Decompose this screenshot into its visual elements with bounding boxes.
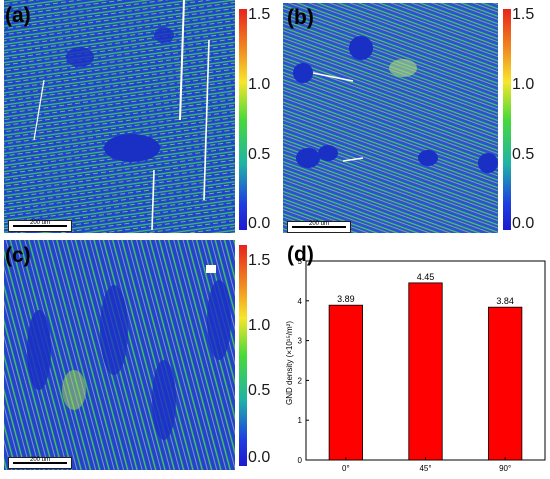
- colorbar-b: [503, 9, 511, 230]
- colorbar-a-tick-1.5: 1.5: [248, 6, 271, 23]
- colorbar-c-tick-1.5: 1.5: [248, 252, 271, 269]
- scale-bar-b: 200 um: [287, 221, 351, 233]
- gnd-map-a: [4, 0, 235, 233]
- scale-bar-c-text: 200 um: [29, 457, 50, 463]
- bar: [488, 306, 523, 461]
- scale-bar-b-text: 200 um: [308, 221, 329, 227]
- scale-bar-b-line: [292, 226, 346, 228]
- colorbar-b-tick-1.5: 1.5: [512, 6, 535, 23]
- y-axis-label: GND density (×10¹⁵/m²): [285, 321, 294, 405]
- y-tick-label: 0: [298, 456, 303, 465]
- bar-data-label: 3.89: [337, 294, 355, 304]
- colorbar-a-tick-0.0: 0.0: [248, 215, 271, 232]
- colorbar-a-tick-1.0: 1.0: [248, 76, 271, 93]
- y-tick-label: 4: [298, 297, 303, 306]
- colorbar-c-tick-0.0: 0.0: [248, 449, 271, 466]
- scale-bar-c: 200 um: [8, 457, 72, 469]
- colorbar-a: [239, 9, 247, 230]
- gnd-map-c-image: [4, 240, 235, 470]
- y-tick-label: 2: [298, 376, 303, 385]
- scale-bar-a: 200 um: [8, 220, 72, 232]
- scale-bar-a-text: 200 um: [29, 220, 50, 226]
- colorbar-c-tick-1.0: 1.0: [248, 317, 271, 334]
- x-tick-label: 45°: [419, 464, 431, 473]
- colorbar-c-tick-0.5: 0.5: [248, 382, 271, 399]
- bar-data-label: 4.45: [417, 272, 435, 282]
- colorbar-c: [239, 245, 247, 466]
- bar: [328, 304, 363, 461]
- x-tick-label: 90°: [499, 464, 511, 473]
- panel-label-a: (a): [5, 4, 31, 27]
- gnd-map-b: [283, 3, 498, 233]
- panel-label-c: (c): [5, 244, 31, 267]
- colorbar-b-tick-1.0: 1.0: [512, 76, 535, 93]
- scale-bar-a-line: [13, 225, 67, 227]
- gnd-map-a-image: [4, 0, 235, 233]
- gnd-density-bar-chart: GND density (×10¹⁵/m²) 0 1 2 3 4 5 3.89 0° 4.45 4…: [285, 257, 546, 473]
- bar-data-label: 3.84: [496, 296, 514, 306]
- gnd-map-c: [4, 240, 235, 470]
- y-tick-label: 3: [298, 337, 303, 346]
- scale-bar-c-line: [13, 462, 67, 464]
- gnd-map-b-image: [283, 3, 498, 233]
- colorbar-b-tick-0.5: 0.5: [512, 146, 535, 163]
- y-tick-label: 1: [298, 416, 303, 425]
- x-tick-label: 0°: [342, 464, 350, 473]
- panel-label-d: (d): [287, 243, 314, 266]
- panel-label-b: (b): [287, 6, 314, 29]
- y-tick-label: 5: [298, 257, 303, 266]
- colorbar-a-tick-0.5: 0.5: [248, 146, 271, 163]
- bar: [408, 282, 443, 461]
- colorbar-b-tick-0.0: 0.0: [512, 215, 535, 232]
